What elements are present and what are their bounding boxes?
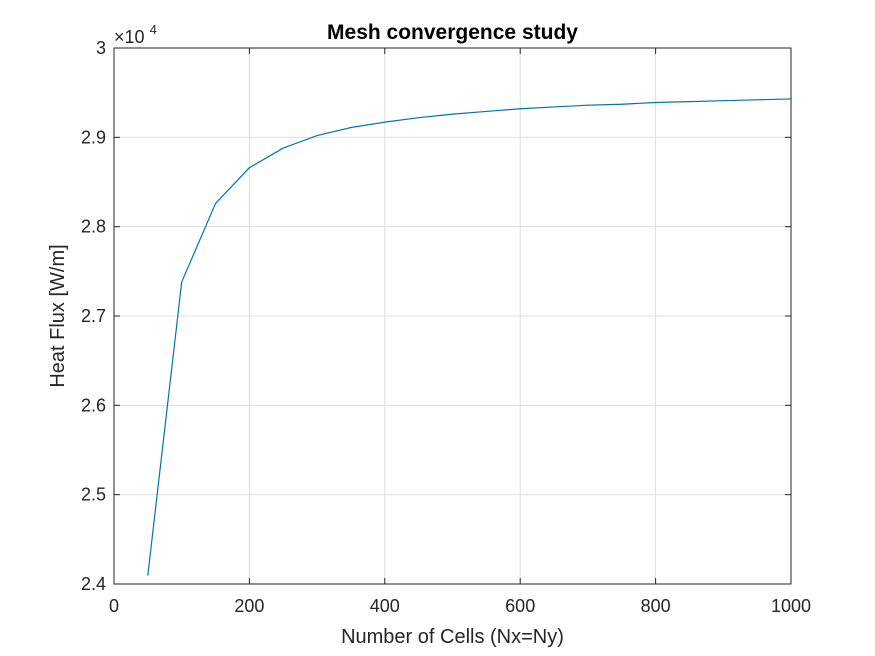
y-tick-label: 2.7 <box>81 306 106 326</box>
x-axis-title: Number of Cells (Nx=Ny) <box>341 626 564 648</box>
y-axis-title: Heat Flux [W/m] <box>47 244 69 387</box>
y-tick-label: 3 <box>96 38 106 58</box>
data-point <box>384 121 386 123</box>
data-point <box>655 101 657 104</box>
data-point <box>451 113 454 115</box>
y-tick-label: 2.5 <box>81 485 106 505</box>
x-tick-label: 0 <box>109 596 119 616</box>
data-point <box>282 147 284 149</box>
y-axis-exponent-base: ×10 <box>114 27 145 47</box>
x-tick-label: 800 <box>641 596 671 616</box>
data-point <box>756 99 758 101</box>
data-point <box>418 117 420 119</box>
y-tick-label: 2.4 <box>81 574 106 594</box>
x-tick-label: 200 <box>234 596 264 616</box>
x-tick-label: 400 <box>370 596 400 616</box>
chart-title: Mesh convergence study <box>327 21 578 44</box>
label-layer: 0 200 400 600 800 1000 2.4 2.5 2.6 2.7 2.8 2.9 3 <box>81 38 811 616</box>
y-tick-label: 2.8 <box>81 217 106 237</box>
data-point <box>181 281 183 283</box>
data-point <box>688 101 691 103</box>
tick-layer <box>113 47 792 585</box>
data-point <box>553 106 555 108</box>
data-point <box>722 100 724 102</box>
grid-layer <box>114 48 791 584</box>
data-point <box>214 202 217 205</box>
y-axis-exponent-power: 4 <box>150 22 157 37</box>
series-line-0 <box>147 98 792 576</box>
data-point <box>350 126 352 129</box>
data-point <box>621 103 623 105</box>
data-point <box>248 167 250 169</box>
data-point <box>316 134 318 137</box>
x-tick-label: 1000 <box>771 596 811 616</box>
data-point <box>587 104 589 106</box>
data-point <box>147 574 149 576</box>
series-layer <box>147 98 792 576</box>
y-tick-label: 2.6 <box>81 395 106 415</box>
data-point <box>519 108 521 110</box>
y-axis-exponent: ×10 4 <box>114 22 157 47</box>
y-tick-label: 2.9 <box>81 127 106 147</box>
data-point <box>485 110 487 113</box>
x-tick-label: 600 <box>505 596 535 616</box>
